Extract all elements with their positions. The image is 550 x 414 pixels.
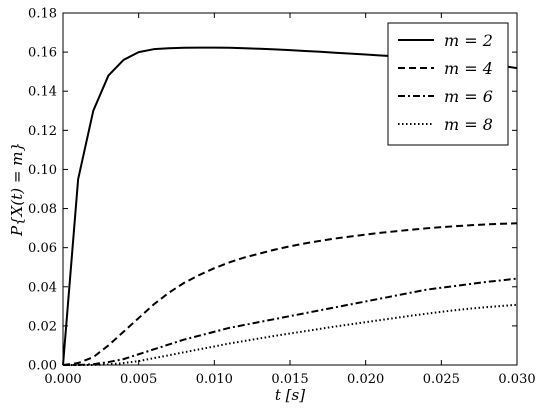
y-tick-label: 0.10	[28, 163, 57, 178]
y-tick-label: 0.06	[28, 241, 57, 256]
x-tick-label: 0.015	[271, 372, 308, 387]
y-axis-label: P{X(t) = m}	[8, 142, 26, 237]
legend-label-1: m = 2	[444, 31, 493, 50]
ticks-layer: 0.000 0.005 0.010 0.015 0.020 0.025 0.030 0.00 0…	[28, 7, 536, 388]
y-tick-label: 0.18	[28, 7, 57, 22]
x-axis-label: t [s]	[275, 386, 305, 404]
x-tick-label: 0.025	[423, 372, 460, 387]
y-tick-label: 0.00	[28, 359, 57, 374]
y-tick-label: 0.02	[28, 319, 57, 334]
legend: m = 2 m = 4 m = 6 m = 8	[387, 22, 509, 146]
legend-label-3: m = 6	[444, 87, 493, 106]
legend-entries: m = 2 m = 4 m = 6 m = 8	[398, 31, 493, 134]
series-line-3	[63, 277, 518, 366]
series-line-2	[62, 222, 518, 366]
x-tick-label: 0.020	[347, 372, 384, 387]
series-line-4	[63, 303, 518, 366]
x-tick-label: 0.030	[498, 372, 535, 387]
legend-label-2: m = 4	[444, 59, 493, 78]
x-tick-label: 0.010	[196, 372, 233, 387]
legend-label-4: m = 8	[444, 115, 493, 134]
y-tick-label: 0.04	[28, 280, 57, 295]
y-tick-label: 0.16	[28, 46, 57, 61]
x-tick-label: 0.000	[44, 372, 81, 387]
legend-frame	[387, 22, 509, 146]
y-tick-label: 0.12	[28, 124, 57, 139]
x-tick-label: 0.005	[120, 372, 157, 387]
y-tick-label: 0.08	[28, 202, 57, 217]
y-tick-label: 0.14	[28, 85, 57, 100]
